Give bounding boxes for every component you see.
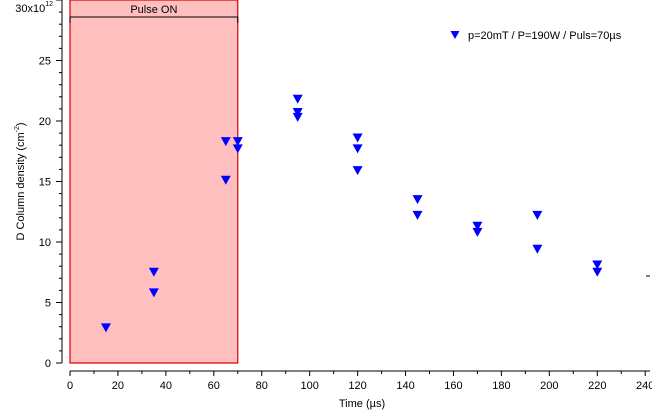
- data-point: [412, 210, 423, 220]
- data-point: [292, 94, 303, 104]
- data-point: [232, 144, 243, 154]
- x-tick-label: 160: [444, 380, 462, 392]
- data-point: [232, 137, 243, 147]
- x-tick-label: 220: [588, 380, 606, 392]
- data-point: [472, 221, 483, 231]
- data-point: [592, 260, 603, 270]
- y-tick-label: 0: [45, 358, 51, 370]
- data-point: [472, 227, 483, 237]
- legend: p=20mT / P=190W / Puls=70µs: [450, 30, 622, 42]
- y-tick-label: 15: [39, 177, 51, 189]
- y-multiplier-base: 30x10: [15, 3, 45, 15]
- pulse-on-region: [69, 0, 239, 364]
- data-point: [220, 137, 231, 147]
- data-point: [412, 195, 423, 205]
- legend-entry: p=20mT / P=190W / Puls=70µs: [468, 30, 622, 42]
- data-point: [592, 267, 603, 277]
- x-tick-label: 80: [256, 380, 268, 392]
- y-axis-label-sup: -2: [14, 126, 21, 132]
- x-tick-label: 200: [540, 380, 558, 392]
- y-tick-label: 10: [39, 237, 51, 249]
- x-tick-label: 20: [112, 380, 124, 392]
- x-tick-label: 0: [67, 380, 73, 392]
- y-axis-label-close: ): [15, 122, 27, 126]
- data-point: [148, 267, 159, 277]
- y-multiplier-exp: 12: [45, 1, 53, 8]
- data-point: [532, 244, 543, 254]
- y-ticks: 0 5 10 15 20 25: [39, 0, 62, 370]
- x-tick-label: 100: [300, 380, 318, 392]
- x-tick-label: 120: [348, 380, 366, 392]
- x-tick-label: 40: [160, 380, 172, 392]
- y-axis-multiplier: 30x1012: [15, 1, 53, 15]
- x-tick-label: 60: [208, 380, 220, 392]
- data-point: [292, 112, 303, 122]
- data-points: [100, 94, 650, 333]
- data-point: [352, 133, 363, 143]
- x-tick-label: 180: [492, 380, 510, 392]
- x-tick-label: 140: [396, 380, 414, 392]
- y-axis-label-main: D Column density (cm: [15, 132, 27, 240]
- data-point: [148, 288, 159, 298]
- y-axis-label: D Column density (cm-2): [14, 122, 27, 240]
- pulse-on-label: Pulse ON: [130, 4, 177, 16]
- x-axis-label: Time (µs): [339, 398, 385, 410]
- data-point: [352, 166, 363, 176]
- data-point: [292, 108, 303, 118]
- y-tick-label: 5: [45, 298, 51, 310]
- data-point: [532, 210, 543, 220]
- y-tick-label: 25: [39, 56, 51, 68]
- legend-marker: [450, 30, 460, 40]
- data-point: [220, 175, 231, 185]
- x-ticks: 0 20 40 60 80 100 120 140 160 180 200 220 240: [67, 371, 652, 392]
- x-tick-label: 240: [636, 380, 652, 392]
- y-tick-label: 20: [39, 116, 51, 128]
- data-point: [100, 323, 111, 333]
- data-point: [352, 144, 363, 154]
